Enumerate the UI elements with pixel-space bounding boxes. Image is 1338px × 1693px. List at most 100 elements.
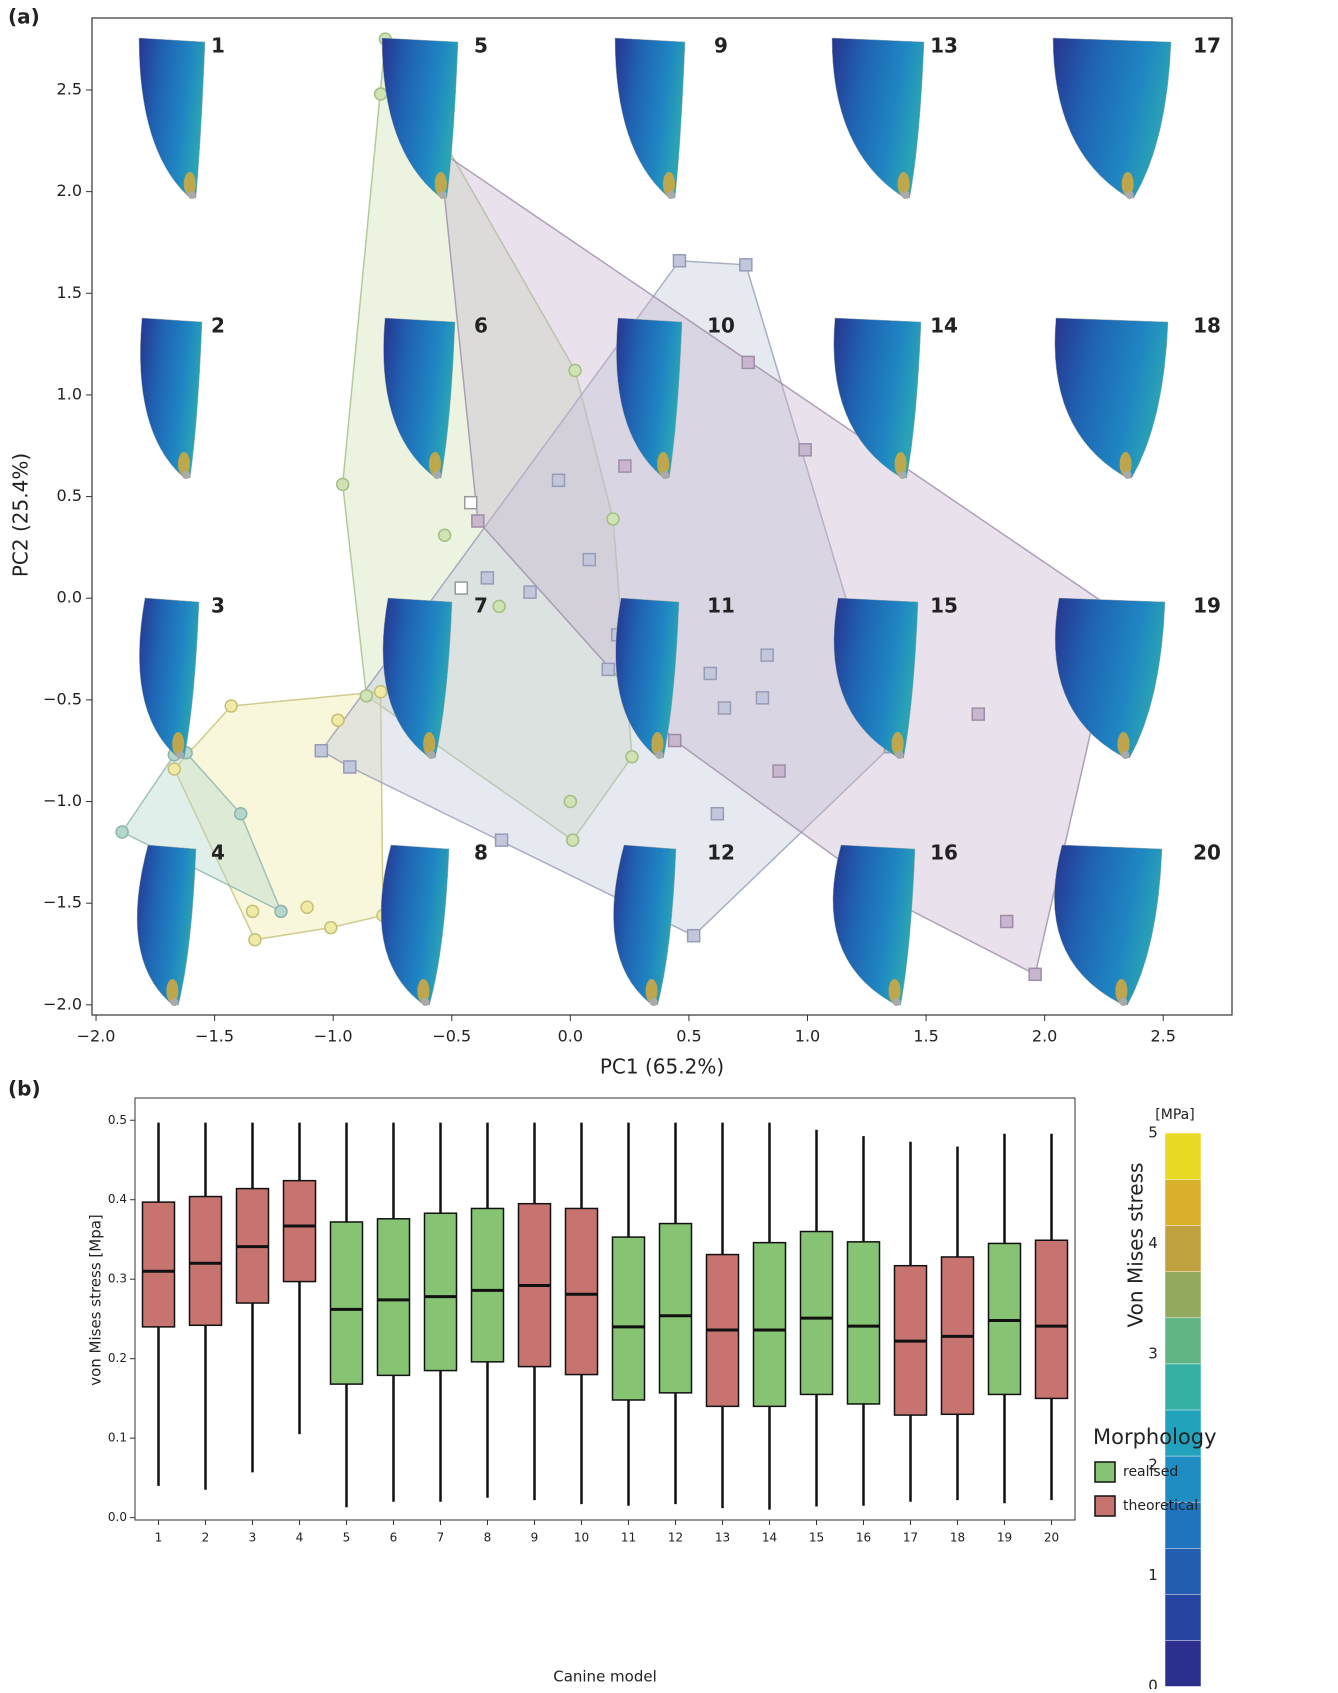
y-tick-label: 2.0 (57, 181, 82, 200)
y-tick-label: 1.0 (57, 384, 82, 403)
canine-image (139, 38, 205, 198)
box (378, 1219, 410, 1376)
canine-image (140, 318, 202, 478)
canine-label: 16 (930, 841, 958, 865)
point (247, 905, 259, 917)
colorbar-tick-label: 4 (1148, 1234, 1158, 1252)
canine-image (613, 845, 676, 1005)
x-tick-label: 2.5 (1150, 1027, 1175, 1046)
y-axis-label: PC2 (25.4%) (9, 453, 33, 577)
point (249, 934, 261, 946)
point (315, 745, 327, 757)
canine-image (1055, 318, 1168, 478)
canine-tip (188, 191, 196, 199)
canine-label: 13 (930, 34, 958, 58)
point (524, 586, 536, 598)
x-tick-label: 7 (437, 1531, 445, 1545)
canine-tip (1126, 191, 1134, 199)
colorbar-segment (1165, 1363, 1201, 1410)
canine-image (1054, 845, 1162, 1005)
colorbar-segment (1165, 1271, 1201, 1318)
point (602, 663, 614, 675)
box (284, 1181, 316, 1282)
canine-label: 18 (1193, 314, 1221, 338)
x-tick-label: −2.0 (77, 1027, 116, 1046)
canine-label: 10 (707, 314, 735, 338)
point (688, 930, 700, 942)
x-tick-label: 0.5 (676, 1027, 701, 1046)
box (613, 1237, 645, 1400)
point (455, 582, 467, 594)
y-axis-label: von Mises stress [Mpa] (87, 1214, 105, 1386)
colorbar-unit: [MPa] (1155, 1107, 1194, 1123)
point (1029, 968, 1041, 980)
canine-label: 3 (211, 594, 225, 618)
canine-label: 14 (930, 314, 958, 338)
point (225, 700, 237, 712)
box (566, 1208, 598, 1374)
canine-tip (433, 471, 441, 479)
legend-title: Morphology (1093, 1425, 1217, 1449)
y-tick-label: 2.5 (57, 79, 82, 98)
canine-tip (655, 751, 663, 759)
canine-image (381, 845, 449, 1005)
canine-label: 6 (474, 314, 488, 338)
box (331, 1222, 363, 1384)
y-tick-label: 0.0 (57, 588, 82, 607)
y-tick-label: 0.3 (108, 1272, 127, 1286)
canine-image (139, 598, 199, 758)
canine-label: 8 (474, 841, 488, 865)
point (472, 515, 484, 527)
x-tick-label: −0.5 (432, 1027, 471, 1046)
x-axis-label: Canine model (553, 1668, 657, 1686)
box (660, 1224, 692, 1393)
x-tick-label: 10 (574, 1531, 589, 1545)
panel-label: (b) (8, 1077, 41, 1101)
colorbar-segment (1165, 1317, 1201, 1364)
y-tick-label: 0.0 (108, 1510, 127, 1524)
point (375, 686, 387, 698)
point (583, 554, 595, 566)
panel-label: (a) (8, 5, 40, 29)
x-tick-label: 3 (249, 1531, 257, 1545)
canine-image (1053, 38, 1171, 198)
colorbar-tick-label: 3 (1148, 1345, 1158, 1363)
canine-tip (902, 191, 910, 199)
canine-tip (1122, 751, 1130, 759)
box (1036, 1240, 1068, 1398)
x-tick-label: 5 (343, 1531, 351, 1545)
canine-image (615, 38, 685, 198)
point (325, 922, 337, 934)
canine-tip (1119, 998, 1127, 1006)
point (332, 714, 344, 726)
canine-tip (896, 751, 904, 759)
canine-tip (650, 998, 658, 1006)
canine-label: 9 (714, 34, 728, 58)
plot-frame (135, 1098, 1075, 1520)
colorbar-segment (1165, 1179, 1201, 1226)
point (275, 905, 287, 917)
point (669, 735, 681, 747)
colorbar-tick-label: 5 (1148, 1124, 1158, 1142)
canine-image (137, 845, 196, 1005)
legend-label: theoretical (1123, 1498, 1198, 1514)
x-tick-label: 14 (762, 1531, 777, 1545)
canine-image (832, 38, 924, 198)
canine-tip (421, 998, 429, 1006)
point (235, 808, 247, 820)
x-tick-label: 16 (856, 1531, 871, 1545)
canine-label: 11 (707, 594, 735, 618)
x-tick-label: 13 (715, 1531, 730, 1545)
box (143, 1202, 175, 1327)
x-tick-label: 6 (390, 1531, 398, 1545)
colorbar-tick-label: 1 (1148, 1566, 1158, 1584)
canine-tip (893, 998, 901, 1006)
point (569, 365, 581, 377)
point (718, 702, 730, 714)
box (989, 1243, 1021, 1394)
x-tick-label: 15 (809, 1531, 824, 1545)
x-tick-label: 1.0 (795, 1027, 820, 1046)
x-tick-label: −1.0 (314, 1027, 353, 1046)
y-tick-label: −1.5 (43, 893, 82, 912)
point (567, 834, 579, 846)
